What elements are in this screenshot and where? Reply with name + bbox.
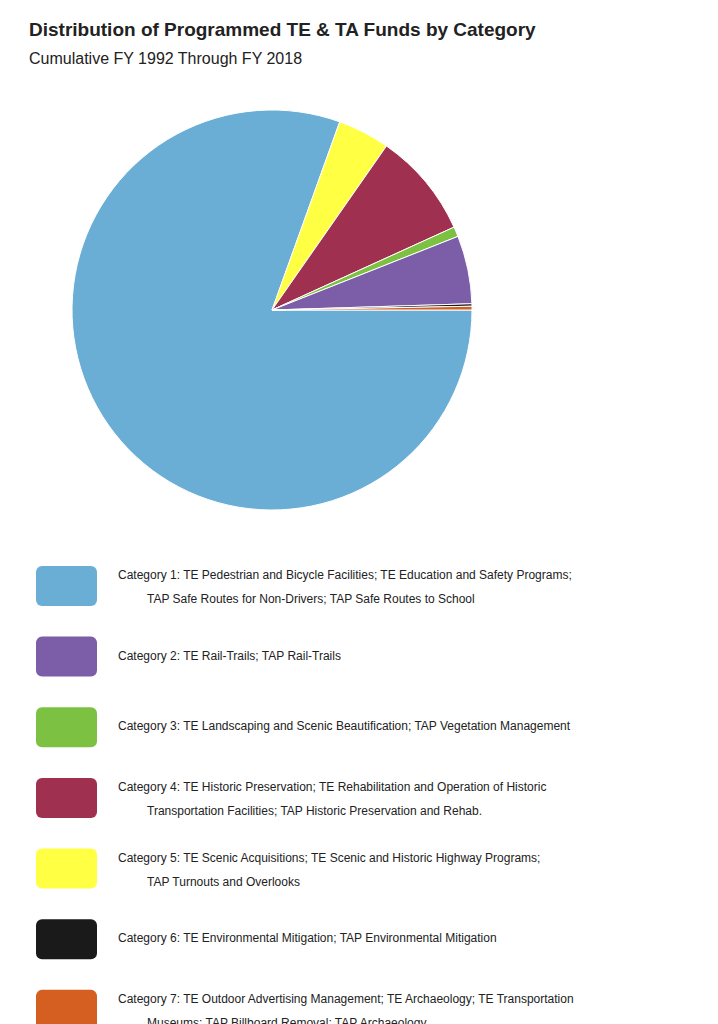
legend-item: Category 6: TE Environmental Mitigation;… <box>36 919 497 959</box>
legend-item: Category 2: TE Rail-Trails; TAP Rail-Tra… <box>36 637 341 677</box>
subtitle: Cumulative FY 1992 Through FY 2018 <box>29 50 302 67</box>
legend-label: Category 7: TE Outdoor Advertising Manag… <box>118 992 574 1006</box>
legend-swatch <box>36 778 97 818</box>
legend-item: Category 7: TE Outdoor Advertising Manag… <box>36 990 574 1024</box>
legend-swatch <box>36 566 97 606</box>
legend-label: Category 3: TE Landscaping and Scenic Be… <box>118 719 571 733</box>
pie-slice <box>272 236 472 310</box>
legend-item: Category 5: TE Scenic Acquisitions; TE S… <box>36 849 540 889</box>
legend-label: Category 1: TE Pedestrian and Bicycle Fa… <box>118 568 572 582</box>
legend-swatch <box>36 849 97 889</box>
pie-slice <box>272 304 472 310</box>
legend-item: Category 1: TE Pedestrian and Bicycle Fa… <box>36 566 572 606</box>
legend-label: Category 4: TE Historic Preservation; TE… <box>118 780 546 794</box>
pie-slice <box>272 306 472 310</box>
legend-label: Museums; TAP Billboard Removal; TAP Arch… <box>147 1016 426 1024</box>
legend-swatch <box>36 707 97 747</box>
legend-item: Category 3: TE Landscaping and Scenic Be… <box>36 707 571 747</box>
legend-label: TAP Safe Routes for Non-Drivers; TAP Saf… <box>147 592 475 606</box>
legend-label: Category 6: TE Environmental Mitigation;… <box>118 931 497 945</box>
legend-label: Transportation Facilities; TAP Historic … <box>147 804 482 818</box>
title: Distribution of Programmed TE & TA Funds… <box>29 19 536 40</box>
chart: Distribution of Programmed TE & TA Funds… <box>0 0 718 1024</box>
legend-label: Category 2: TE Rail-Trails; TAP Rail-Tra… <box>118 649 341 663</box>
legend-label: TAP Turnouts and Overlooks <box>147 875 300 889</box>
legend-swatch <box>36 990 97 1024</box>
legend-item: Category 4: TE Historic Preservation; TE… <box>36 778 546 818</box>
pie-slice <box>72 110 472 510</box>
legend: Category 1: TE Pedestrian and Bicycle Fa… <box>36 566 574 1024</box>
pie <box>72 110 472 510</box>
legend-label: Category 5: TE Scenic Acquisitions; TE S… <box>118 851 540 865</box>
legend-swatch <box>36 919 97 959</box>
legend-swatch <box>36 637 97 677</box>
